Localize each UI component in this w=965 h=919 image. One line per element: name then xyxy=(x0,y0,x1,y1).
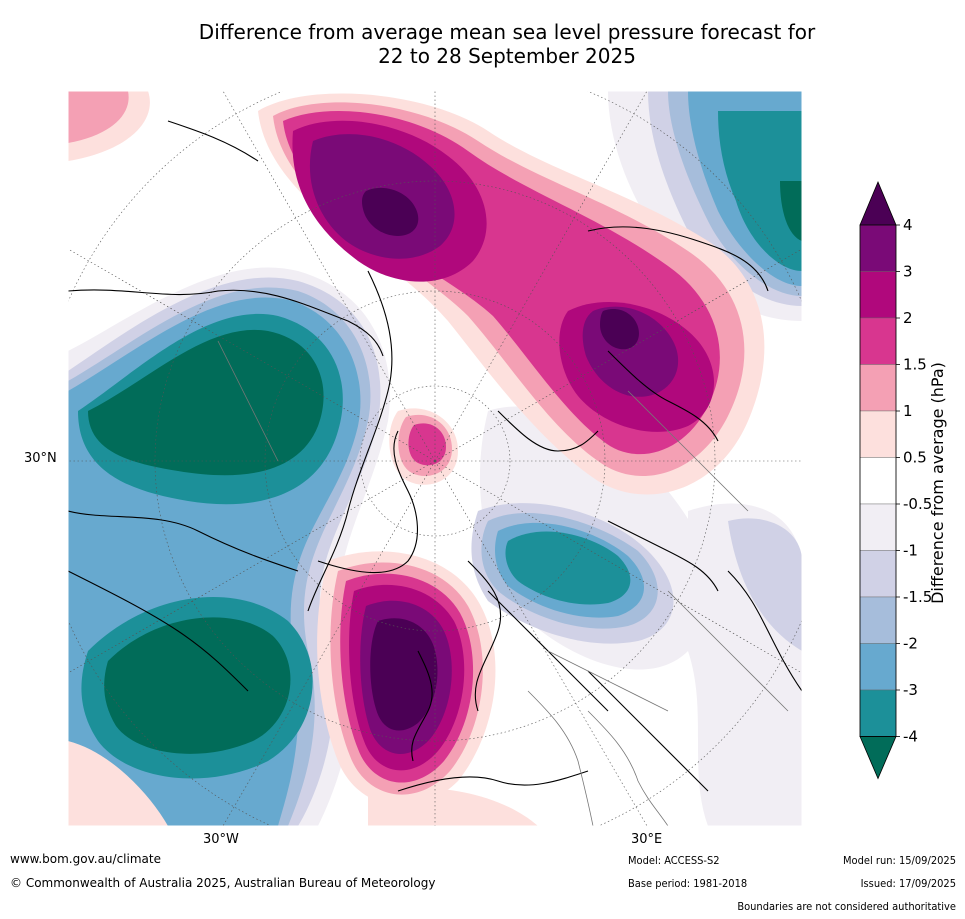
disclaimer-text: Boundaries are not considered authoritat… xyxy=(737,900,956,913)
colorbar-band xyxy=(859,364,897,412)
polar-map xyxy=(68,91,802,826)
lon-label-30e: 30°E xyxy=(631,832,663,847)
colorbar-tick-label: 2 xyxy=(903,309,913,327)
borders xyxy=(217,340,789,826)
colorbar-band xyxy=(859,410,897,458)
colorbar-tick-label: 0.5 xyxy=(903,449,927,467)
map-title: Difference from average mean sea level p… xyxy=(0,20,965,68)
colorbar-band xyxy=(859,689,897,737)
issued-text: Issued: 17/09/2025 xyxy=(860,877,956,890)
colorbar-tick-label: 3 xyxy=(903,263,913,281)
colorbar-tick-label: -0.5 xyxy=(903,495,932,513)
anomaly-minus-four xyxy=(88,181,802,754)
coastlines xyxy=(68,120,802,792)
colorbar-tick-label: -1.5 xyxy=(903,588,932,606)
website-text: www.bom.gov.au/climate xyxy=(10,852,161,866)
colorbar-band xyxy=(859,596,897,644)
colorbar-tick-label: -2 xyxy=(903,635,918,653)
colorbar-title: Difference from average (hPa) xyxy=(928,362,947,604)
model-run-text: Model run: 15/09/2025 xyxy=(843,854,956,867)
lat-label-30n: 30°N xyxy=(24,451,57,466)
anomaly-plus-four xyxy=(362,187,639,731)
colorbar-band xyxy=(859,550,897,598)
colorbar-tick-label: 1 xyxy=(903,402,913,420)
colorbar-tick-label: -4 xyxy=(903,728,918,746)
colorbar-band xyxy=(859,224,897,272)
title-line-2: 22 to 28 September 2025 xyxy=(378,44,636,68)
copyright-text: © Commonwealth of Australia 2025, Austra… xyxy=(10,876,436,890)
colorbar-band xyxy=(859,457,897,505)
colorbar-over-arrow xyxy=(859,180,897,226)
colorbar-band xyxy=(859,503,897,551)
colorbar-tick-label: 1.5 xyxy=(903,356,927,374)
title-line-1: Difference from average mean sea level p… xyxy=(198,20,816,44)
colorbar-band xyxy=(859,643,897,691)
base-period-text: Base period: 1981-2018 xyxy=(628,877,748,890)
colorbar-band xyxy=(859,317,897,365)
colorbar-outline xyxy=(859,224,897,737)
colorbar-band xyxy=(859,271,897,319)
lon-label-30w: 30°W xyxy=(203,832,239,847)
graticule xyxy=(68,91,802,826)
colorbar-tick-label: -1 xyxy=(903,542,918,560)
colorbar-tick-label: -3 xyxy=(903,681,918,699)
colorbar-under-arrow xyxy=(859,736,897,780)
model-text: Model: ACCESS-S2 xyxy=(628,854,720,867)
colorbar-tick-label: 4 xyxy=(903,216,913,234)
colorbar: 4 3 2 1.5 1 0.5 -0.5 -1 -1.5 -2 -3 -4 xyxy=(859,180,932,780)
